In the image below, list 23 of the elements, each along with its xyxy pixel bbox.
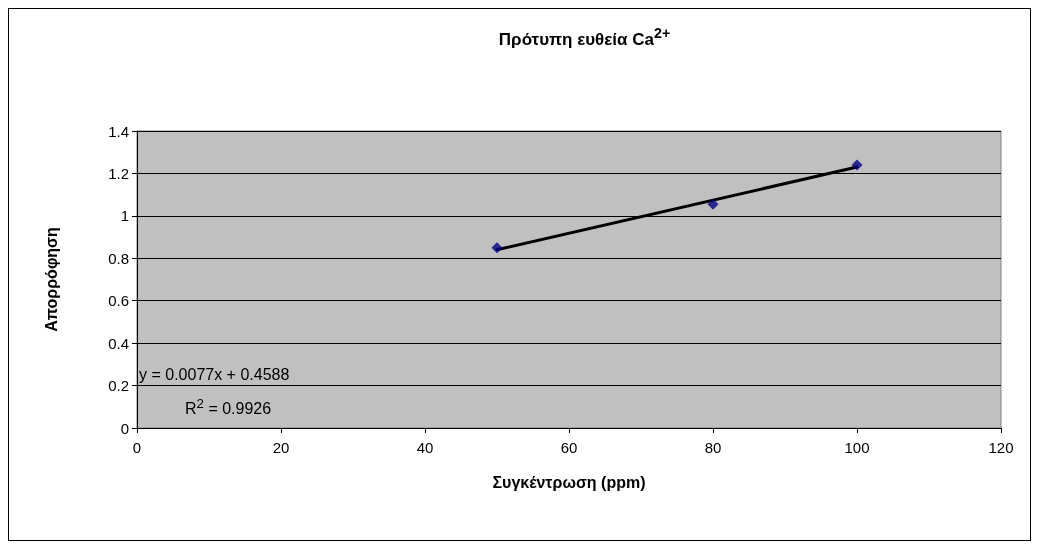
y-tick-label: 0 [120,419,129,437]
y-tick-label: 0.2 [108,377,129,395]
x-tick-label: 120 [988,439,1014,456]
x-axis-title: Συγκέντρωση (ppm) [492,473,646,491]
y-tick-label: 0.8 [108,249,129,267]
x-tick-label: 60 [560,439,578,456]
point [491,242,503,254]
point [851,159,863,171]
annotation: y = 0.0077x + 0.4588 [139,366,290,384]
y-tick-label: 1.2 [108,164,129,182]
x-tick-label: 100 [844,439,870,456]
x-tick-label: 80 [704,439,722,456]
point [707,198,719,210]
y-tick-label: 0.4 [108,334,129,352]
annotation: R$^{2}$ = 0.9926 [185,396,272,419]
x-tick-label: 20 [272,439,290,456]
x-tick-label: 0 [132,439,142,456]
x-tick-label: 40 [416,439,434,456]
y-tick-label: 1.4 [108,122,129,140]
chart-title: Πρότυπη ευθεία Ca$^{2+}$ [497,25,672,50]
y-axis-title: Απορρόφηση [42,227,60,332]
y-tick-label: 0.6 [108,292,129,310]
y-tick-label: 1 [120,207,129,225]
